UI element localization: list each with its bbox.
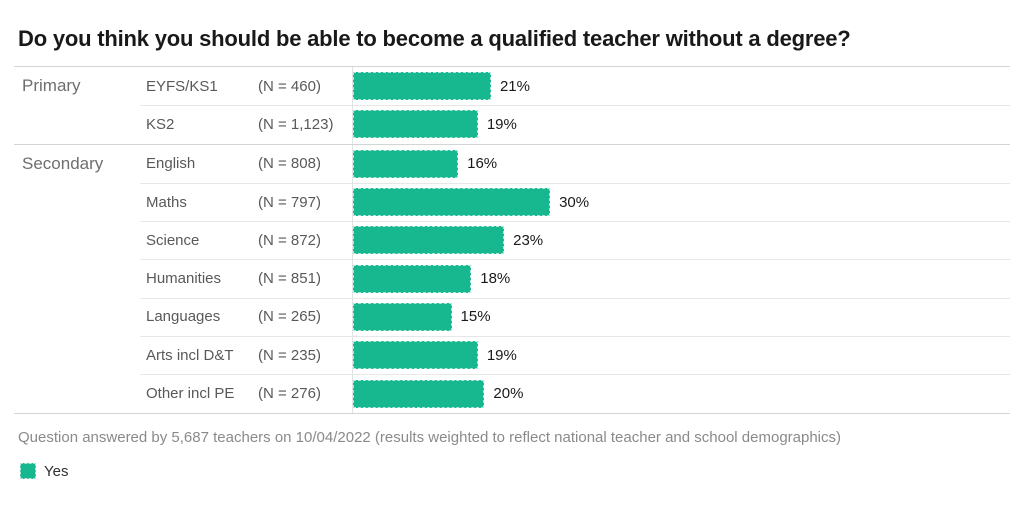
- bar: [353, 149, 459, 178]
- row-label: Humanities: [146, 270, 222, 288]
- row-label: Science: [146, 231, 200, 249]
- chart-title: Do you think you should be able to becom…: [18, 26, 851, 51]
- bar: [353, 226, 505, 255]
- legend-swatch-yes: [20, 463, 36, 480]
- group-label: Secondary: [22, 153, 104, 173]
- bar: [353, 188, 551, 217]
- legend-label-yes: Yes: [44, 462, 69, 480]
- row-sample-size: (N = 1,123): [258, 115, 334, 133]
- row-label: Arts incl D&T: [146, 346, 234, 364]
- row-sample-size: (N = 872): [258, 231, 321, 249]
- bar: [353, 264, 472, 293]
- bar-track: 18%: [352, 259, 1010, 298]
- bar-value-label: 19%: [486, 346, 517, 364]
- chart-row: Science (N = 872) 23%: [140, 221, 1010, 260]
- bar-value-label: 20%: [493, 385, 524, 403]
- footnote: Question answered by 5,687 teachers on 1…: [18, 428, 842, 446]
- row-label: KS2: [146, 115, 175, 133]
- group-rows: EYFS/KS1 (N = 460) 21% KS2 (N = 1,123) 19%: [140, 67, 1010, 144]
- bar-value-label: 30%: [559, 193, 590, 211]
- row-sample-size: (N = 460): [258, 77, 321, 95]
- bar-value-label: 19%: [486, 115, 517, 133]
- legend: Yes: [20, 463, 1024, 480]
- bar: [353, 110, 478, 139]
- row-sample-size: (N = 797): [258, 193, 321, 211]
- bar-track: 23%: [352, 221, 1010, 260]
- group-label: Primary: [22, 76, 81, 95]
- row-sample-size: (N = 808): [258, 155, 321, 173]
- bar: [353, 72, 491, 101]
- chart-row: Other incl PE (N = 276) 20%: [140, 374, 1010, 413]
- chart-row: English (N = 808) 16%: [146, 144, 1010, 183]
- grouped-bar-chart: Primary EYFS/KS1 (N = 460) 21% KS2 (N = 1,123…: [14, 66, 1010, 414]
- bar-track: 16%: [352, 144, 1010, 183]
- row-sample-size: (N = 235): [258, 346, 321, 364]
- chart-row: Languages (N = 265) 15%: [140, 297, 1010, 337]
- row-label: Languages: [146, 308, 221, 326]
- bar-track: 15%: [352, 297, 1010, 337]
- bar-value-label: 15%: [460, 308, 491, 326]
- bar-value-label: 18%: [480, 270, 511, 288]
- bar: [353, 379, 485, 408]
- row-label: English: [146, 155, 196, 173]
- bar-value-label: 16%: [467, 155, 498, 173]
- row-sample-size: (N = 851): [258, 270, 321, 288]
- bar-track: 30%: [352, 182, 1010, 222]
- bar: [353, 341, 478, 370]
- bar-track: 20%: [352, 374, 1010, 413]
- row-sample-size: (N = 276): [258, 385, 321, 403]
- chart-row: Maths (N = 797) 30%: [140, 182, 1010, 222]
- chart-row: Humanities (N = 851) 18%: [140, 259, 1010, 298]
- row-label: Maths: [146, 193, 187, 211]
- row-sample-size: (N = 265): [258, 308, 321, 326]
- bar: [353, 302, 452, 331]
- bar-value-label: 23%: [513, 231, 544, 249]
- bar-track: 21%: [352, 67, 1010, 106]
- row-label: EYFS/KS1: [146, 77, 218, 95]
- chart-row: KS2 (N = 1,123) 19%: [140, 105, 1010, 144]
- bar-track: 19%: [352, 336, 1010, 375]
- chart-group: Secondary English (N = 808) 16% Maths (N = 79…: [14, 143, 1010, 413]
- chart-row: EYFS/KS1 (N = 460) 21%: [146, 67, 1010, 106]
- group-rows: English (N = 808) 16% Maths (N = 797) 30% Scie…: [140, 144, 1010, 413]
- chart-group: Primary EYFS/KS1 (N = 460) 21% KS2 (N = 1,123…: [14, 67, 1010, 144]
- chart-row: Arts incl D&T (N = 235) 19%: [140, 336, 1010, 375]
- row-label: Other incl PE: [146, 385, 235, 403]
- bar-value-label: 21%: [499, 77, 530, 95]
- bar-track: 19%: [352, 105, 1010, 144]
